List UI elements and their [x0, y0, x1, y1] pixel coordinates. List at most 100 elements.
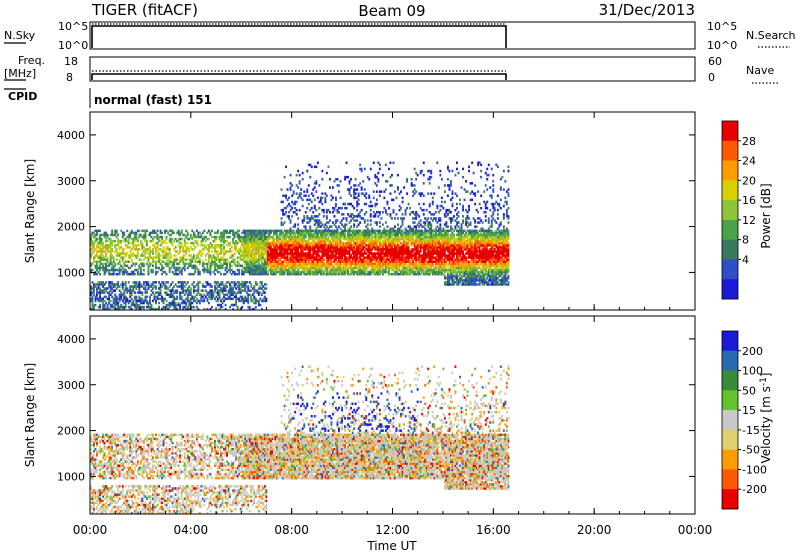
- power-cell: [307, 221, 310, 224]
- power-cell: [336, 272, 339, 276]
- power-cell: [130, 297, 133, 301]
- power-cell: [90, 264, 92, 268]
- power-cell: [270, 254, 272, 257]
- power-cell: [254, 258, 257, 261]
- power-cell: [247, 250, 250, 253]
- power-cell: [398, 254, 401, 257]
- power-cell: [298, 231, 301, 235]
- power-cell: [285, 244, 287, 247]
- power-cell: [253, 262, 256, 266]
- power-cell: [274, 270, 277, 274]
- power-cell: [271, 254, 274, 257]
- power-cell: [422, 202, 425, 206]
- power-cell: [245, 248, 248, 251]
- power-cell: [427, 260, 430, 263]
- power-cell: [257, 241, 260, 245]
- power-cell: [300, 231, 303, 235]
- power-cell: [220, 246, 222, 249]
- power-cell: [332, 252, 334, 255]
- power-cell: [250, 283, 253, 286]
- power-cell: [127, 260, 130, 263]
- power-cell: [428, 175, 431, 179]
- power-cell: [418, 262, 421, 266]
- power-cell: [292, 202, 295, 206]
- power-cell: [388, 264, 390, 268]
- power-cell: [200, 295, 203, 299]
- power-cell: [144, 297, 147, 301]
- power-cell: [310, 262, 313, 266]
- power-cell: [298, 264, 301, 268]
- power-cell: [329, 211, 331, 214]
- power-cell: [96, 254, 98, 257]
- power-cell: [335, 241, 337, 245]
- power-cell: [218, 237, 221, 241]
- power-cell: [424, 260, 427, 263]
- power-cell: [251, 239, 254, 243]
- power-cell: [239, 291, 242, 294]
- power-cell: [149, 264, 151, 268]
- power-cell: [232, 258, 235, 261]
- power-cell: [394, 270, 396, 274]
- power-cell: [403, 264, 405, 268]
- power-cell: [185, 250, 188, 253]
- power-cell: [161, 281, 163, 284]
- power-cell: [410, 256, 413, 259]
- power-cell: [392, 239, 395, 243]
- power-cell: [338, 225, 340, 228]
- power-cell: [347, 266, 349, 270]
- power-cell: [257, 287, 260, 290]
- power-cell: [316, 262, 319, 266]
- power-cell: [220, 281, 222, 284]
- power-cell: [336, 244, 339, 247]
- power-cell: [403, 237, 405, 241]
- power-cell: [97, 229, 100, 233]
- power-cell: [149, 307, 151, 310]
- power-cell: [415, 250, 418, 253]
- power-cell: [319, 231, 322, 235]
- power-cell: [141, 252, 144, 255]
- power-cell: [93, 256, 95, 259]
- power-cell: [248, 266, 251, 270]
- power-cell: [156, 270, 159, 274]
- power-cell: [165, 256, 168, 259]
- power-cell: [410, 233, 413, 237]
- power-cell: [422, 241, 425, 245]
- power-cell: [161, 231, 163, 235]
- power-cell: [316, 266, 319, 270]
- power-cell: [300, 192, 303, 195]
- power-cell: [357, 233, 360, 237]
- power-cell: [201, 239, 204, 243]
- power-cell: [186, 299, 189, 303]
- power-cell: [94, 233, 97, 237]
- power-cell: [309, 248, 312, 251]
- power-cell: [335, 268, 337, 272]
- power-cell: [188, 254, 191, 257]
- power-cell: [372, 246, 375, 249]
- power-cell: [374, 221, 377, 224]
- power-cell: [260, 231, 263, 235]
- power-cell: [345, 217, 348, 220]
- power-cell: [283, 239, 286, 243]
- power-cell: [413, 167, 416, 171]
- power-cell: [152, 248, 154, 251]
- power-cell: [156, 254, 159, 257]
- power-cell: [106, 268, 109, 272]
- power-cell: [111, 241, 114, 245]
- power-cell: [256, 229, 259, 233]
- power-cell: [304, 254, 307, 257]
- power-cell: [105, 252, 107, 255]
- power-cell: [165, 254, 168, 257]
- power-cell: [161, 235, 163, 239]
- power-cell: [201, 244, 204, 247]
- power-cell: [325, 215, 328, 218]
- power-cell: [383, 241, 386, 245]
- power-cell: [397, 250, 399, 253]
- power-cell: [365, 239, 368, 243]
- power-cell: [244, 252, 247, 255]
- power-cell: [263, 252, 266, 255]
- power-cell: [407, 239, 410, 243]
- power-cell: [220, 244, 222, 247]
- power-cell: [400, 206, 402, 210]
- power-cell: [232, 260, 235, 263]
- power-cell: [353, 194, 356, 197]
